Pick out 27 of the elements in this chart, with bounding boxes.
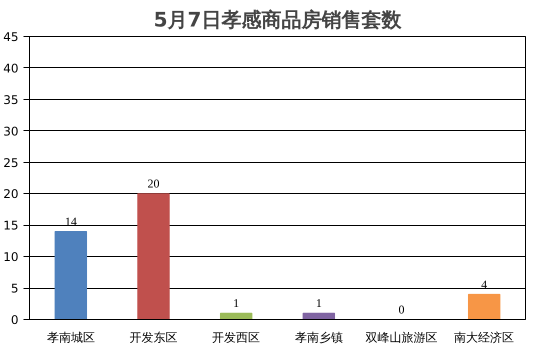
x-tick-label: 孝南城区 [46, 330, 95, 344]
y-tick-label: 5 [10, 282, 19, 296]
x-tick-label: 孝南乡镇 [294, 330, 343, 344]
y-tick-label: 10 [3, 250, 19, 264]
y-tick-label: 20 [3, 187, 19, 202]
x-tick-label: 双峰山旅游区 [366, 330, 438, 344]
bar [137, 193, 170, 320]
y-tick-label: 15 [3, 218, 19, 233]
bar [468, 294, 500, 320]
y-tick-label: 25 [3, 156, 19, 170]
data-label: 0 [398, 302, 404, 316]
data-label: 20 [148, 176, 160, 191]
bar [220, 312, 252, 320]
y-tick-label: 45 [3, 30, 19, 44]
x-tick-label: 开发西区 [212, 330, 260, 344]
y-tick-label: 35 [3, 92, 19, 107]
y-tick-label: 40 [3, 61, 19, 76]
data-label: 1 [316, 296, 322, 310]
y-tick-label: 0 [10, 313, 19, 327]
x-tick-label: 南大经济区 [454, 330, 514, 344]
data-label: 4 [481, 277, 488, 292]
x-tick-label: 开发东区 [130, 330, 178, 344]
data-label: 1 [233, 296, 240, 310]
bar [302, 312, 336, 320]
y-tick-label: 30 [3, 124, 19, 138]
chart-title: 5月7日孝感商品房销售套数 [154, 8, 402, 32]
bar [54, 230, 88, 320]
